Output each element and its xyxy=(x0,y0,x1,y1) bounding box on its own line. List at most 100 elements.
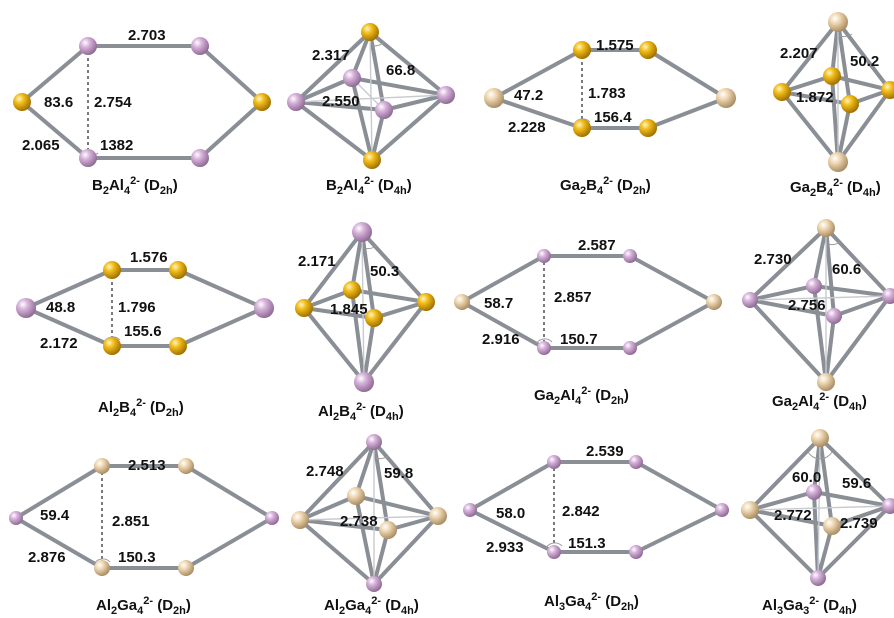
ga-atom xyxy=(454,294,470,310)
angle-label: 60.6 xyxy=(832,261,861,278)
structure-title: Al2B42- (D4h) xyxy=(318,401,404,423)
b-atom xyxy=(295,299,313,317)
ga-atom xyxy=(291,511,309,529)
b-atom xyxy=(639,119,657,137)
bond-length-label: 2.772 xyxy=(774,507,812,524)
b-atom xyxy=(417,293,435,311)
ga-atom xyxy=(817,219,835,237)
bond-length-label: 1.576 xyxy=(130,249,168,266)
b-atom xyxy=(639,41,657,59)
angle-label: 59.4 xyxy=(40,507,70,524)
bond-length-label: 2.539 xyxy=(586,443,624,460)
al-atom xyxy=(191,149,209,167)
angle-label: 50.3 xyxy=(370,263,399,280)
al-atom xyxy=(16,298,36,318)
al-atom xyxy=(79,149,97,167)
b-atom xyxy=(103,337,121,355)
al-atom xyxy=(265,511,279,525)
b-atom xyxy=(573,41,591,59)
al-atom xyxy=(826,308,842,324)
angle-label: 58.7 xyxy=(484,295,513,312)
ga-atom xyxy=(178,458,194,474)
ga-atom xyxy=(706,294,722,310)
al-atom xyxy=(366,434,382,450)
al-atom xyxy=(537,249,551,263)
al-atom xyxy=(79,37,97,55)
al-atom xyxy=(463,503,477,517)
ga-atom xyxy=(178,560,194,576)
panel-ga2al4-d2h: 2.587 58.7 2.857 2.916 150.7 Ga2Al42- (D… xyxy=(454,237,722,407)
panel-al2b4-d2h: 1.576 48.8 1.796 2.172 155.6 Al2B42- (D2… xyxy=(16,249,274,419)
ga-atom xyxy=(823,517,841,535)
al-atom xyxy=(547,545,561,559)
bond-length-label: 1.872 xyxy=(796,89,834,106)
bond-length-label: 2.550 xyxy=(322,93,360,110)
al-atom xyxy=(254,298,274,318)
angle-label: 151.3 xyxy=(568,535,606,552)
bond-length-label: 2.851 xyxy=(112,513,150,530)
bond-length-label: 2.748 xyxy=(306,463,344,480)
b-atom xyxy=(365,309,383,327)
b-atom xyxy=(103,261,121,279)
ga-atom xyxy=(347,487,365,505)
b-atom xyxy=(13,93,31,111)
angle-label: 156.4 xyxy=(594,109,632,126)
panel-al2ga4-d2h: 2.513 59.4 2.851 2.876 150.3 Al2Ga42- (D… xyxy=(9,457,279,617)
b-atom xyxy=(343,281,361,299)
al-atom xyxy=(742,292,758,308)
bond-length-label: 2.857 xyxy=(554,289,592,306)
bond-length-label: 2.916 xyxy=(482,331,520,348)
al-atom xyxy=(623,249,637,263)
al-atom xyxy=(882,498,894,514)
al-atom xyxy=(623,341,637,355)
al-atom xyxy=(437,86,455,104)
angle-label: 66.8 xyxy=(386,62,415,79)
b-atom xyxy=(773,83,791,101)
structure-title: Al2Ga42- (D2h) xyxy=(96,595,191,617)
al-atom xyxy=(287,93,305,111)
panel-al3ga3-d4h: 60.0 59.6 2.772 2.739 Al3Ga32- (D4h) xyxy=(741,429,894,617)
al-atom xyxy=(343,69,361,87)
bond-length-label: 1.845 xyxy=(330,301,368,318)
bond-length-label: 2.933 xyxy=(486,539,524,556)
structure-title: Al2B42- (D2h) xyxy=(98,397,184,419)
bond-length-label: 1.796 xyxy=(118,299,156,316)
b-atom xyxy=(823,67,841,85)
structure-title: Al2Ga42- (D4h) xyxy=(324,595,419,617)
angle-label: 47.2 xyxy=(514,87,543,104)
al-atom xyxy=(537,341,551,355)
panel-al2b4-d4h: 2.171 50.3 1.845 Al2B42- (D4h) xyxy=(295,222,435,423)
bond-length-label: 2.171 xyxy=(298,253,336,270)
bond-length-label: 2.703 xyxy=(128,27,166,44)
structure-title: B2Al42- (D4h) xyxy=(326,175,412,197)
structure-title: Al3Ga32- (D4h) xyxy=(762,595,857,617)
panel-ga2b4-d4h: 2.207 50.2 1.872 Ga2B42- (D4h) xyxy=(773,12,894,199)
panel-al2ga4-d4h: 2.748 59.8 2.738 Al2Ga42- (D4h) xyxy=(291,434,447,617)
ga-atom xyxy=(828,12,848,32)
structure-title: Al3Ga42- (D2h) xyxy=(544,591,639,613)
al-atom xyxy=(806,278,822,294)
ga-atom xyxy=(379,521,397,539)
angle-label: 155.6 xyxy=(124,323,162,340)
angle-label: 83.6 xyxy=(44,94,73,111)
bond-length-label: 2.207 xyxy=(780,45,818,62)
b-atom xyxy=(361,23,379,41)
al-atom xyxy=(882,288,894,304)
ga-atom xyxy=(94,458,110,474)
angle-label: 58.0 xyxy=(496,505,525,522)
bond-length-label: 2.065 xyxy=(22,137,60,154)
structure-title: Ga2B42- (D4h) xyxy=(790,177,881,199)
ga-atom xyxy=(817,373,835,391)
bond-length-label: 2.730 xyxy=(754,251,792,268)
b-atom xyxy=(881,81,894,99)
al-atom xyxy=(352,222,372,242)
ga-atom xyxy=(94,560,110,576)
angle-label: 48.8 xyxy=(46,299,75,316)
structure-title: Ga2B42- (D2h) xyxy=(560,175,651,197)
al-atom xyxy=(366,576,382,592)
al-atom xyxy=(547,455,561,469)
panel-b2al4-d2h: 2.703 83.6 2.754 2.065 1382 B2Al42- (D2h… xyxy=(13,27,271,197)
structure-title: B2Al42- (D2h) xyxy=(92,175,178,197)
bond-length-label: 1.575 xyxy=(596,37,634,54)
angle-label: 60.0 xyxy=(792,469,821,486)
